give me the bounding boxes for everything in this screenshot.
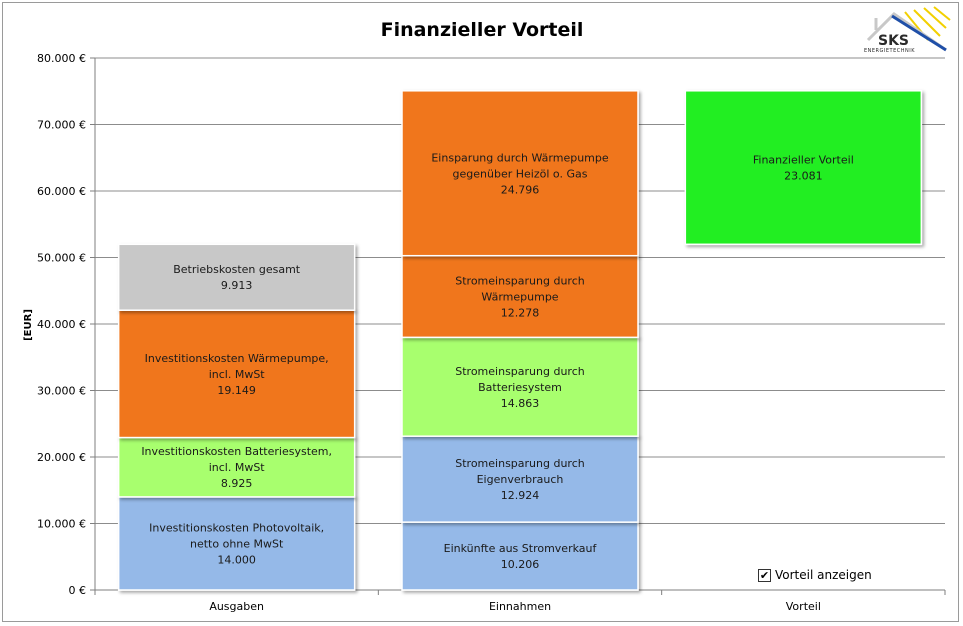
bars: Investitionskosten Photovoltaik, netto oh… <box>117 90 923 591</box>
logo-subtext: ENERGIETECHNIK <box>864 48 915 54</box>
x-category-label: Vorteil <box>786 600 821 613</box>
bar-segment-label: Eigenverbrauch <box>477 473 564 486</box>
bar-segment <box>684 90 923 246</box>
bar-segment-label: Stromeinsparung durch <box>455 275 584 288</box>
y-axis-label: [EUR] <box>23 309 34 341</box>
x-category-label: Einnahmen <box>489 600 551 613</box>
y-tick-label: 70.000 € <box>37 119 86 132</box>
house-roof-icon <box>866 12 947 52</box>
bar-segment <box>401 521 639 591</box>
show-advantage-label: Vorteil anzeigen <box>775 568 872 582</box>
y-tick-label: 50.000 € <box>37 252 86 265</box>
bar-segment-label: incl. MwSt <box>209 368 266 381</box>
bar-segment-label: Finanzieller Vorteil <box>753 154 854 167</box>
chart-title: Finanzieller Vorteil <box>381 19 584 41</box>
bar-segment <box>401 254 639 339</box>
bar-segment-label: incl. MwSt <box>209 461 266 474</box>
y-tick-label: 10.000 € <box>37 518 86 531</box>
bar-segment-label: Einsparung durch Wärmepumpe <box>431 151 609 164</box>
y-tick-label: 80.000 € <box>37 52 86 65</box>
y-tick-label: 60.000 € <box>37 185 86 198</box>
bar-value-label: 8.925 <box>221 477 253 490</box>
bar-value-label: 12.924 <box>501 489 540 502</box>
bar-segment-label: Investitionskosten Batteriesystem, <box>141 445 332 458</box>
bar-segment <box>401 435 639 523</box>
bar-segment-label: Stromeinsparung durch <box>455 457 584 470</box>
bar-segment-label: Betriebskosten gesamt <box>173 263 301 276</box>
logo-text: SKS <box>878 33 909 49</box>
y-tick-label: 40.000 € <box>37 318 86 331</box>
bar-value-label: 12.278 <box>501 307 540 320</box>
bar-segment <box>117 496 356 591</box>
bar-value-label: 23.081 <box>784 170 823 183</box>
bar-value-label: 14.000 <box>217 553 256 566</box>
bar-segment-label: Einkünfte aus Stromverkauf <box>444 542 598 555</box>
sun-rays-icon <box>904 6 951 41</box>
checkbox-check-icon[interactable]: ✔ <box>758 568 771 582</box>
bar-segment <box>117 309 356 439</box>
bar-value-label: 14.863 <box>501 397 540 410</box>
bar-value-label: 9.913 <box>221 279 253 292</box>
bar-segment-label: gegenüber Heizöl o. Gas <box>453 167 588 180</box>
y-tick-label: 30.000 € <box>37 385 86 398</box>
bar-segment <box>401 90 639 257</box>
y-tick-label: 20.000 € <box>37 451 86 464</box>
bar-segment-label: Investitionskosten Wärmepumpe, <box>145 352 329 365</box>
bar-segment-label: Stromeinsparung durch <box>455 365 584 378</box>
bar-segment-label: netto ohne MwSt <box>190 537 284 550</box>
bar-value-label: 24.796 <box>501 183 540 196</box>
bar-segment <box>117 436 356 498</box>
y-axis-ticks: 0 € 10.000 € 20.000 € 30.000 € 40.000 € 50.00… <box>37 52 95 597</box>
bar-value-label: 10.206 <box>501 558 540 571</box>
show-advantage-checkbox[interactable]: ✔ Vorteil anzeigen <box>758 568 872 582</box>
bar-segment-label: Batteriesystem <box>478 381 562 394</box>
x-category-label: Ausgaben <box>209 600 264 613</box>
bar-segment-label: Investitionskosten Photovoltaik, <box>149 521 324 534</box>
bar-segment-label: Wärmepumpe <box>481 291 558 304</box>
bar-value-label: 19.149 <box>217 384 256 397</box>
bar-segment <box>117 243 356 311</box>
sks-logo: SKS ENERGIETECHNIK <box>864 6 951 54</box>
y-tick-label: 0 € <box>69 584 87 597</box>
x-axis-categories: Ausgaben Einnahmen Vorteil <box>94 590 946 613</box>
